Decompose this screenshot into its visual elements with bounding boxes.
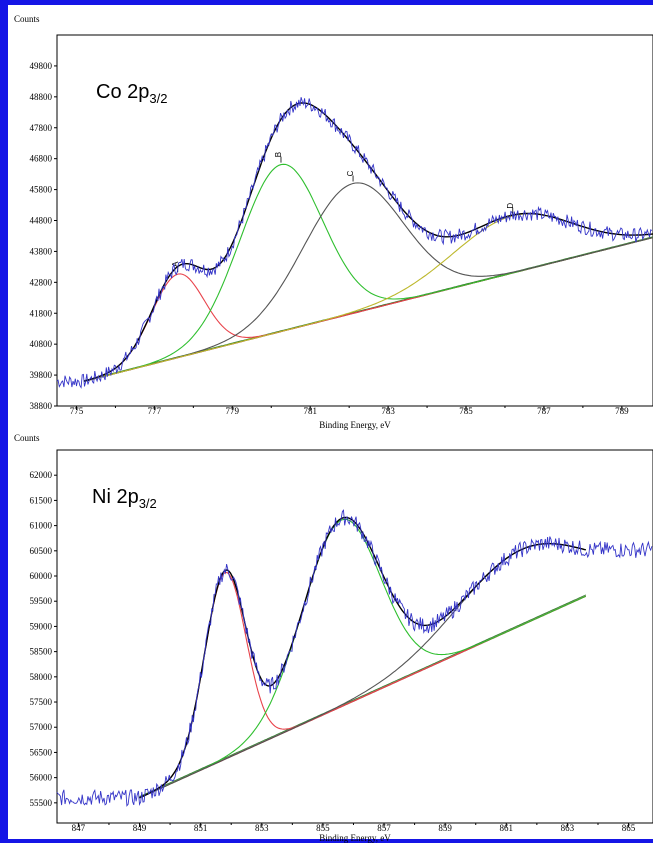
y-tick-label: 56500 bbox=[30, 747, 53, 757]
peak-label: C bbox=[346, 170, 355, 176]
title-main: Ni 2p bbox=[92, 486, 139, 508]
x-tick-label: 863 bbox=[561, 823, 575, 833]
y-tick-label: 42800 bbox=[30, 277, 53, 287]
x-tick-label: 849 bbox=[133, 823, 147, 833]
x-tick-label: 861 bbox=[500, 823, 514, 833]
y-tick-label: 59000 bbox=[30, 621, 53, 631]
y-tick-label: 61500 bbox=[30, 495, 53, 505]
y-tick-label: 57000 bbox=[30, 722, 53, 732]
x-tick-label: 865 bbox=[622, 823, 636, 833]
x-tick-label: 859 bbox=[438, 823, 452, 833]
y-ticks: 55500 56000 56500 57000 57500 58000 58500 59000… bbox=[30, 470, 58, 808]
x-tick-label: 857 bbox=[377, 823, 391, 833]
y-axis-label: Counts bbox=[14, 14, 40, 24]
x-tick-label: 855 bbox=[316, 823, 330, 833]
y-tick-label: 39800 bbox=[30, 370, 53, 380]
x-tick-label: 789 bbox=[615, 406, 629, 416]
peak-label: D bbox=[506, 203, 515, 209]
y-tick-label: 56000 bbox=[30, 773, 53, 783]
x-tick-label: 781 bbox=[303, 406, 317, 416]
y-tick-label: 55500 bbox=[30, 798, 53, 808]
co-2p-panel: Counts Co 2p3/2 Binding Energy, eV 38800… bbox=[14, 14, 653, 430]
ni-2p-panel: Counts Ni 2p3/2 Binding Energy, eV 55500… bbox=[14, 433, 653, 843]
title-main: Co 2p bbox=[96, 81, 149, 103]
y-tick-label: 40800 bbox=[30, 339, 53, 349]
x-ticks: 847 849 851 853 855 857 859 861 863 865 bbox=[72, 823, 636, 833]
y-axis-label: Counts bbox=[14, 433, 40, 443]
x-axis-label: Binding Energy, eV bbox=[319, 833, 391, 843]
x-tick-label: 779 bbox=[226, 406, 240, 416]
x-tick-label: 853 bbox=[255, 823, 269, 833]
y-ticks: 38800 39800 40800 41800 42800 43800 44800 45800… bbox=[30, 61, 58, 411]
y-tick-label: 48800 bbox=[30, 92, 53, 102]
y-tick-label: 60000 bbox=[30, 571, 53, 581]
y-tick-label: 59500 bbox=[30, 596, 53, 606]
y-tick-label: 43800 bbox=[30, 246, 53, 256]
y-tick-label: 57500 bbox=[30, 697, 53, 707]
x-tick-label: 851 bbox=[194, 823, 208, 833]
y-tick-label: 49800 bbox=[30, 61, 53, 71]
x-tick-label: 785 bbox=[459, 406, 473, 416]
y-tick-label: 46800 bbox=[30, 154, 53, 164]
peak-label: B bbox=[274, 152, 283, 157]
y-tick-label: 44800 bbox=[30, 216, 53, 226]
y-tick-label: 60500 bbox=[30, 546, 53, 556]
y-tick-label: 41800 bbox=[30, 308, 53, 318]
x-tick-label: 783 bbox=[381, 406, 395, 416]
y-tick-label: 38800 bbox=[30, 401, 53, 411]
y-tick-label: 62000 bbox=[30, 470, 53, 480]
x-ticks: 775 777 779 781 783 785 787 789 bbox=[70, 406, 629, 416]
title-subscript: 3/2 bbox=[139, 496, 157, 511]
title-subscript: 3/2 bbox=[149, 91, 167, 106]
x-tick-label: 775 bbox=[70, 406, 84, 416]
y-tick-label: 58500 bbox=[30, 647, 53, 657]
y-tick-label: 61000 bbox=[30, 521, 53, 531]
x-tick-label: 777 bbox=[148, 406, 162, 416]
x-tick-label: 787 bbox=[537, 406, 551, 416]
x-axis-label: Binding Energy, eV bbox=[319, 420, 391, 430]
y-tick-label: 45800 bbox=[30, 185, 53, 195]
y-tick-label: 58000 bbox=[30, 672, 53, 682]
y-tick-label: 47800 bbox=[30, 123, 53, 133]
x-tick-label: 847 bbox=[72, 823, 86, 833]
